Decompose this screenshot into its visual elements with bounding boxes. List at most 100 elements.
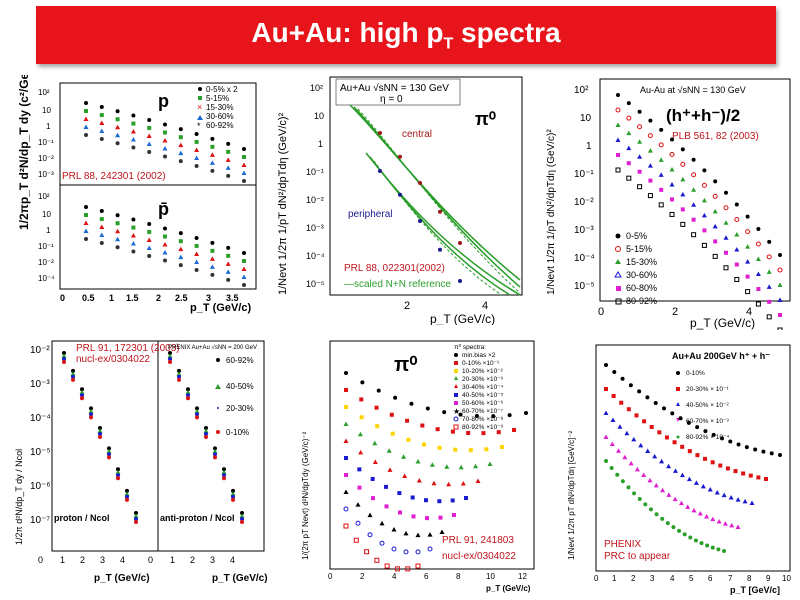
p5-marker [427,546,433,552]
p6-marker [688,535,693,540]
p1-marker [115,221,120,226]
p2-marker [378,131,382,135]
p1-marker [226,253,231,258]
p3-marker [723,220,729,225]
p3-marker [766,284,772,289]
p4-marker [240,517,244,521]
p1-marker [84,205,88,209]
p5-marker [343,489,349,494]
p5-marker [500,445,504,449]
p1-marker [147,221,152,226]
title-subscript: T [443,35,454,53]
slide-title: Au+Au: high pT spectra [251,17,560,54]
p4-marker [168,360,172,364]
p6-marker [729,522,735,528]
p6-citation2: PRC to appear [604,551,671,562]
p6-marker [637,389,642,394]
p4-marker [98,435,102,439]
p3-marker [701,242,707,248]
p4-marker [61,353,67,358]
p6-marker [753,447,758,452]
p1-marker [131,121,136,126]
p5-marker [442,410,447,415]
p6-marker [632,491,637,496]
p3-marker [712,253,718,259]
svg-text:2: 2 [672,306,678,318]
p1-marker [146,245,152,250]
p1-marker [147,229,152,234]
p6-marker [742,498,748,504]
p6-marker [697,511,703,516]
hadrons-130-plot: 1/Nevt 1/2π 1/pT dN²/dpTdη (GeV/c)² Au-A… [546,78,791,330]
p5-marker [406,437,411,442]
p1-marker [209,152,215,157]
p2-marker [458,241,462,245]
p1-marker [163,130,167,135]
p6-marker [769,451,774,456]
svg-text:2: 2 [80,555,85,565]
p1-marker [225,261,231,266]
p4-marker [203,428,209,433]
p5-marker [391,527,397,532]
p5-marker [344,388,348,392]
p6-marker [714,489,720,495]
p6-marker [622,454,628,460]
p6-marker [659,458,665,464]
svg-text:10⁻⁴: 10⁻⁴ [30,413,51,424]
p3-marker [691,202,697,207]
p5-marker [512,428,516,432]
p4-marker [240,520,244,524]
p6-marker [645,395,650,400]
p1-marker [147,253,152,258]
p3-marker [647,148,653,153]
p3-marker [767,239,772,244]
p3-marker [637,124,643,130]
p6-marker [643,502,648,507]
svg-text:10⁻¹: 10⁻¹ [38,242,54,251]
p1-marker [194,139,199,144]
p6-marker [660,487,666,493]
p4-marker [107,452,111,457]
p1-marker [178,150,184,156]
p4-xticks: 0 1 2 3 4 0 1 2 3 4 [38,555,235,565]
svg-text:60-80%: 60-80% [626,283,657,293]
p3-marker [766,314,772,320]
p3-marker [670,197,674,202]
p4-marker [167,353,173,358]
p1-marker [131,145,136,150]
p6-marker [678,500,684,506]
p3-yticks: 10² 10 1 10⁻¹ 10⁻² 10⁻³ 10⁻⁴ 10⁻⁵ [574,85,595,292]
p5-marker [425,516,429,521]
p3-marker [615,107,621,113]
p4-marker [124,491,130,496]
p3-marker [680,221,686,227]
svg-text:0: 0 [598,306,604,318]
p6-marker [682,532,687,537]
p3-marker [734,277,740,283]
p5-marker [386,448,392,453]
p4-marker [186,387,190,392]
panel-proton-200: 1/2π d²N/dp_T dy / Ncol PRL 91, 172301 (… [8,335,270,595]
svg-text:2: 2 [156,293,161,303]
p3-marker [626,175,632,181]
p1-marker [225,157,231,162]
p3-marker [713,179,718,184]
svg-text:2: 2 [631,574,636,583]
p1-marker [131,217,136,222]
p5-marker [411,514,416,519]
p1-marker [99,137,104,142]
p3-marker [702,228,707,233]
p5-marker [403,530,409,536]
svg-text:0.5: 0.5 [82,293,95,303]
p5-marker [415,563,421,569]
svg-text:0: 0 [594,574,599,583]
p2-xlabel: p_T (GeV/c) [430,312,495,325]
p1-marker [162,146,168,151]
p3-marker [734,247,740,252]
p4-marker [107,446,111,451]
p2-xticks: 2 4 [404,300,488,312]
p6-marker [685,504,691,509]
svg-text:10⁻⁴: 10⁻⁴ [574,253,595,264]
p1-marker [146,133,152,138]
p5-marker [344,371,348,375]
